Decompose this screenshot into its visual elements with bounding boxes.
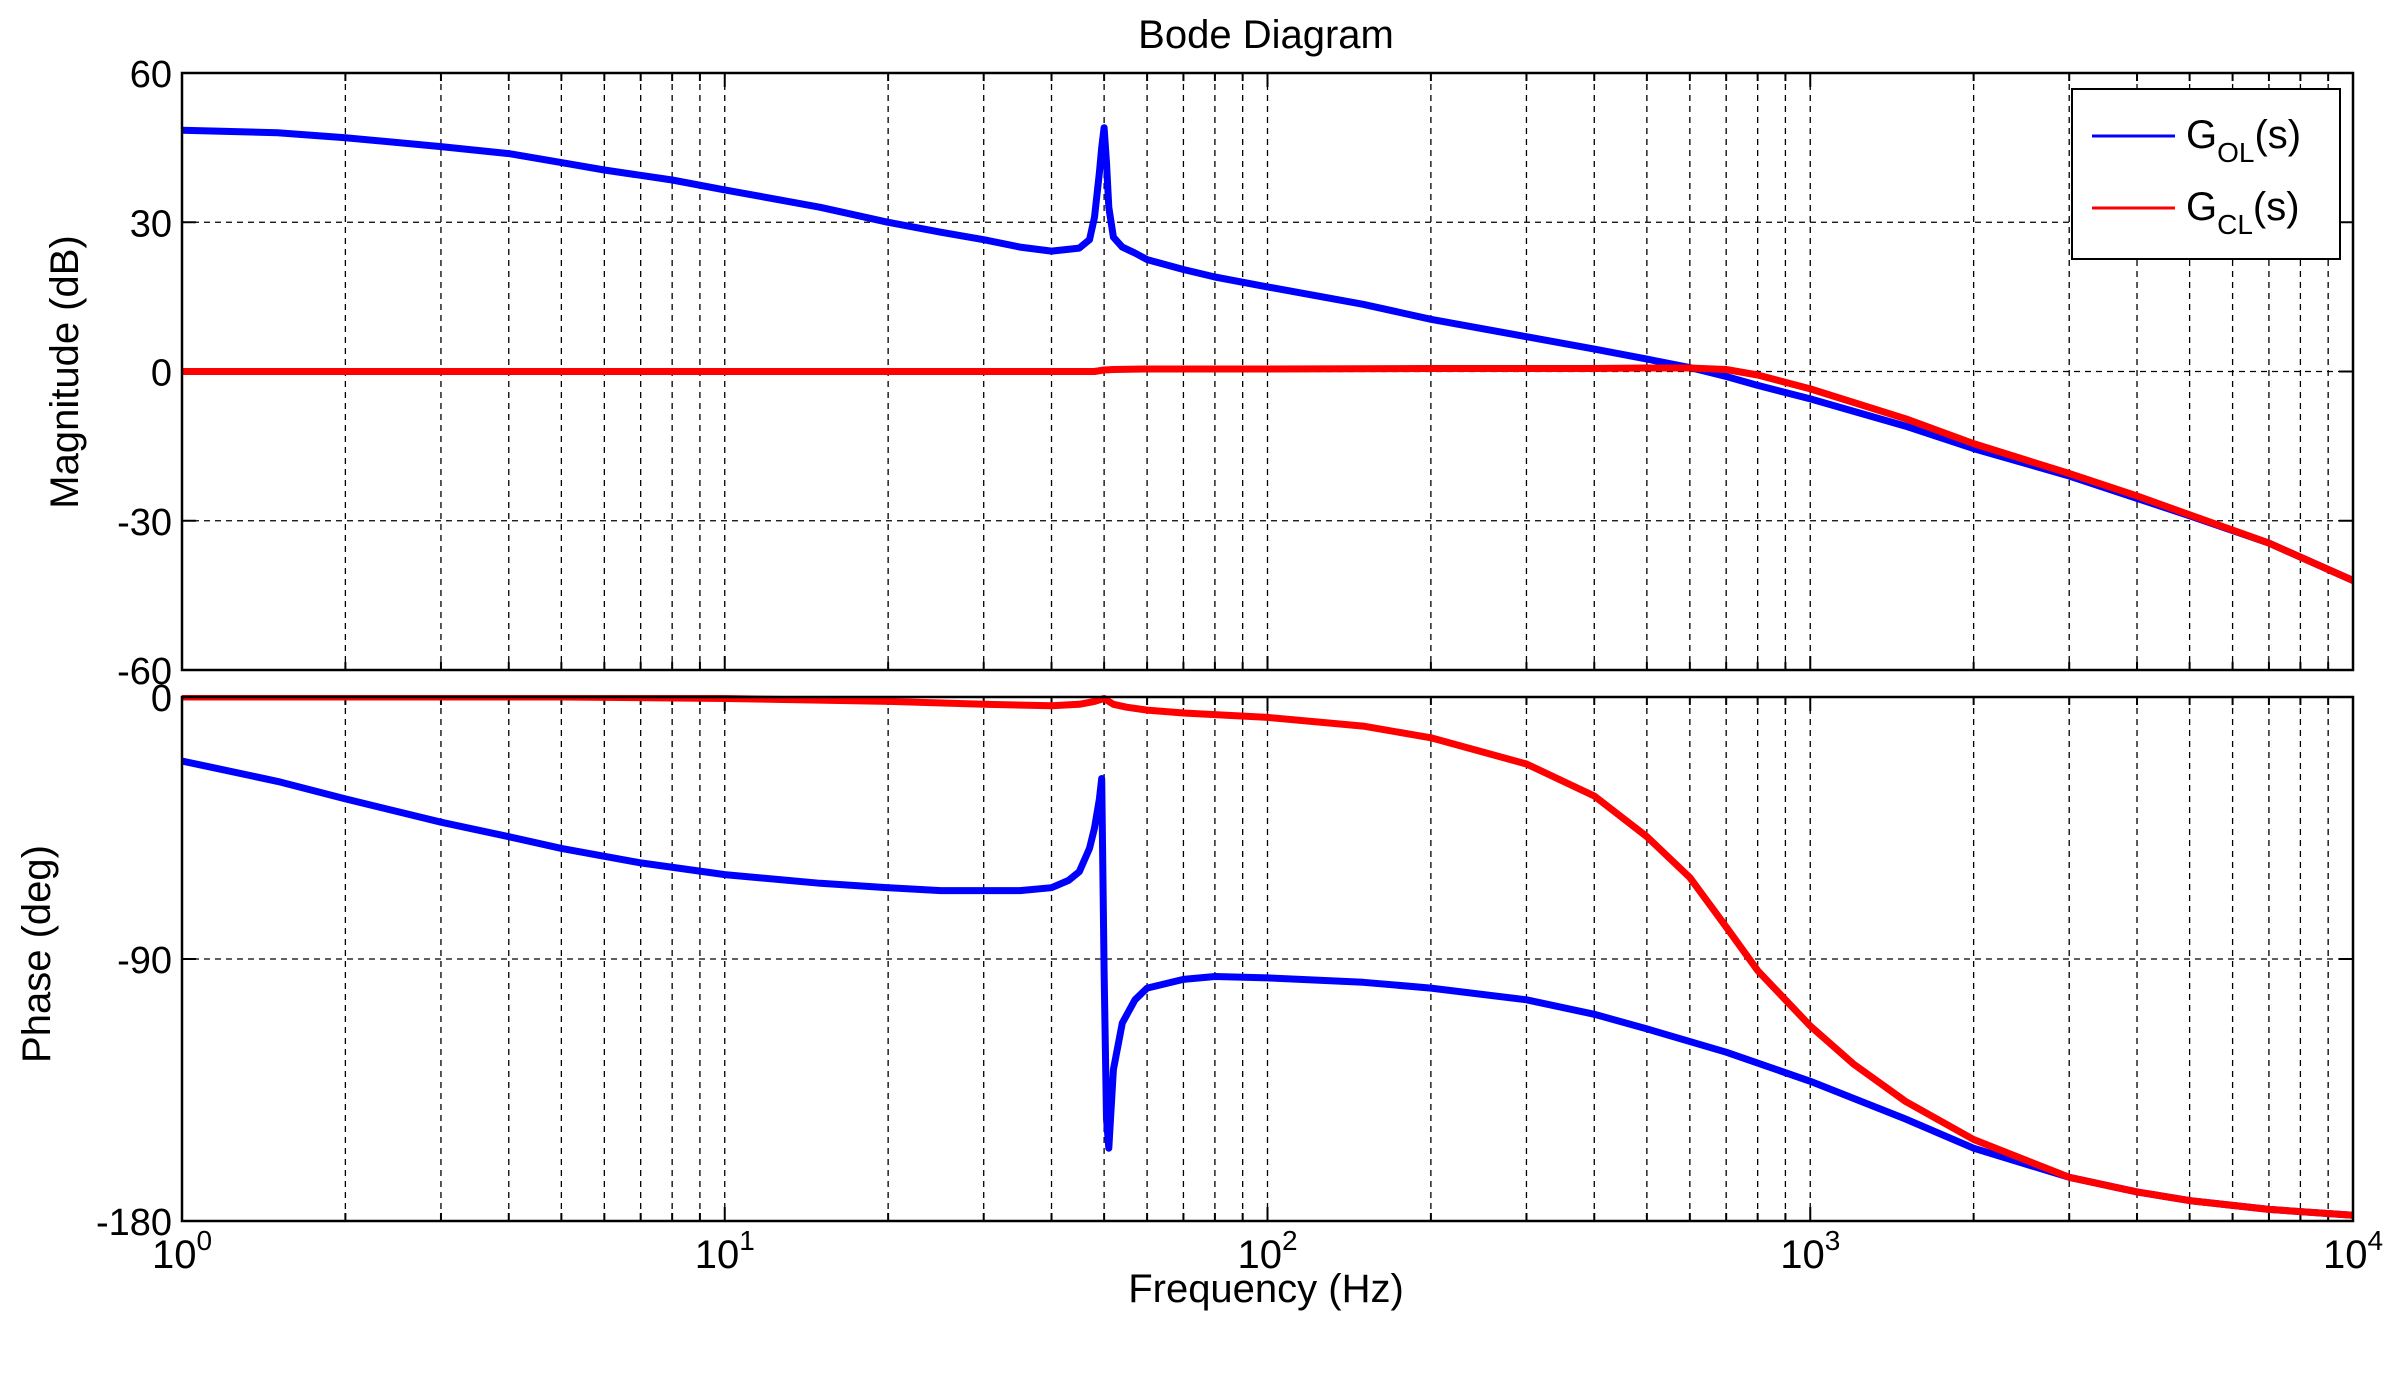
phase-y-tick-labels: -180 -90 0 [96, 678, 172, 1244]
x-tick-label: 100 [152, 1225, 212, 1277]
legend: GOL(s) GCL(s) [2071, 88, 2341, 260]
x-tick-label: 104 [2323, 1225, 2383, 1277]
magnitude-axes-frame [180, 71, 2355, 672]
phase-panel: -180 -90 0 [96, 678, 2355, 1244]
x-tick-label: 103 [1780, 1225, 1840, 1277]
x-tick-labels: 100 101 102 103 104 [152, 1225, 2383, 1277]
x-tick-label: 101 [695, 1225, 755, 1277]
figure-title: Bode Diagram [1138, 13, 1394, 57]
x-axis-label: Frequency (Hz) [1128, 1267, 1404, 1311]
magnitude-y-tick-label: -60 [117, 651, 172, 693]
phase-y-axis-label: Phase (deg) [15, 845, 59, 1063]
magnitude-series-gcls [182, 364, 2353, 584]
legend-label: GOL(s) [2186, 113, 2301, 168]
phase-y-tick-label: -90 [117, 940, 172, 982]
magnitude-panel: -60 -30 0 30 60 [117, 54, 2355, 693]
magnitude-y-axis-label: Magnitude (dB) [43, 235, 87, 508]
phase-y-tick-label: 0 [151, 678, 172, 720]
legend-label: GCL(s) [2186, 185, 2300, 240]
phase-y-tick-label: -180 [96, 1202, 172, 1244]
magnitude-y-tick-label: 60 [130, 54, 172, 96]
magnitude-y-tick-label: 30 [130, 203, 172, 245]
magnitude-y-tick-labels: -60 -30 0 30 60 [117, 54, 172, 693]
magnitude-series [182, 124, 2353, 584]
legend-box [2071, 88, 2341, 260]
phase-series [182, 695, 2353, 1219]
phase-grid [182, 697, 2353, 1221]
magnitude-series-gols [182, 124, 2353, 584]
x-tick-label: 102 [1237, 1225, 1297, 1277]
phase-axes-frame [180, 695, 2355, 1223]
magnitude-y-tick-label: -30 [117, 502, 172, 544]
phase-series-gols [182, 757, 2353, 1219]
magnitude-y-tick-label: 0 [151, 353, 172, 395]
phase-series-gcls [182, 695, 2353, 1219]
